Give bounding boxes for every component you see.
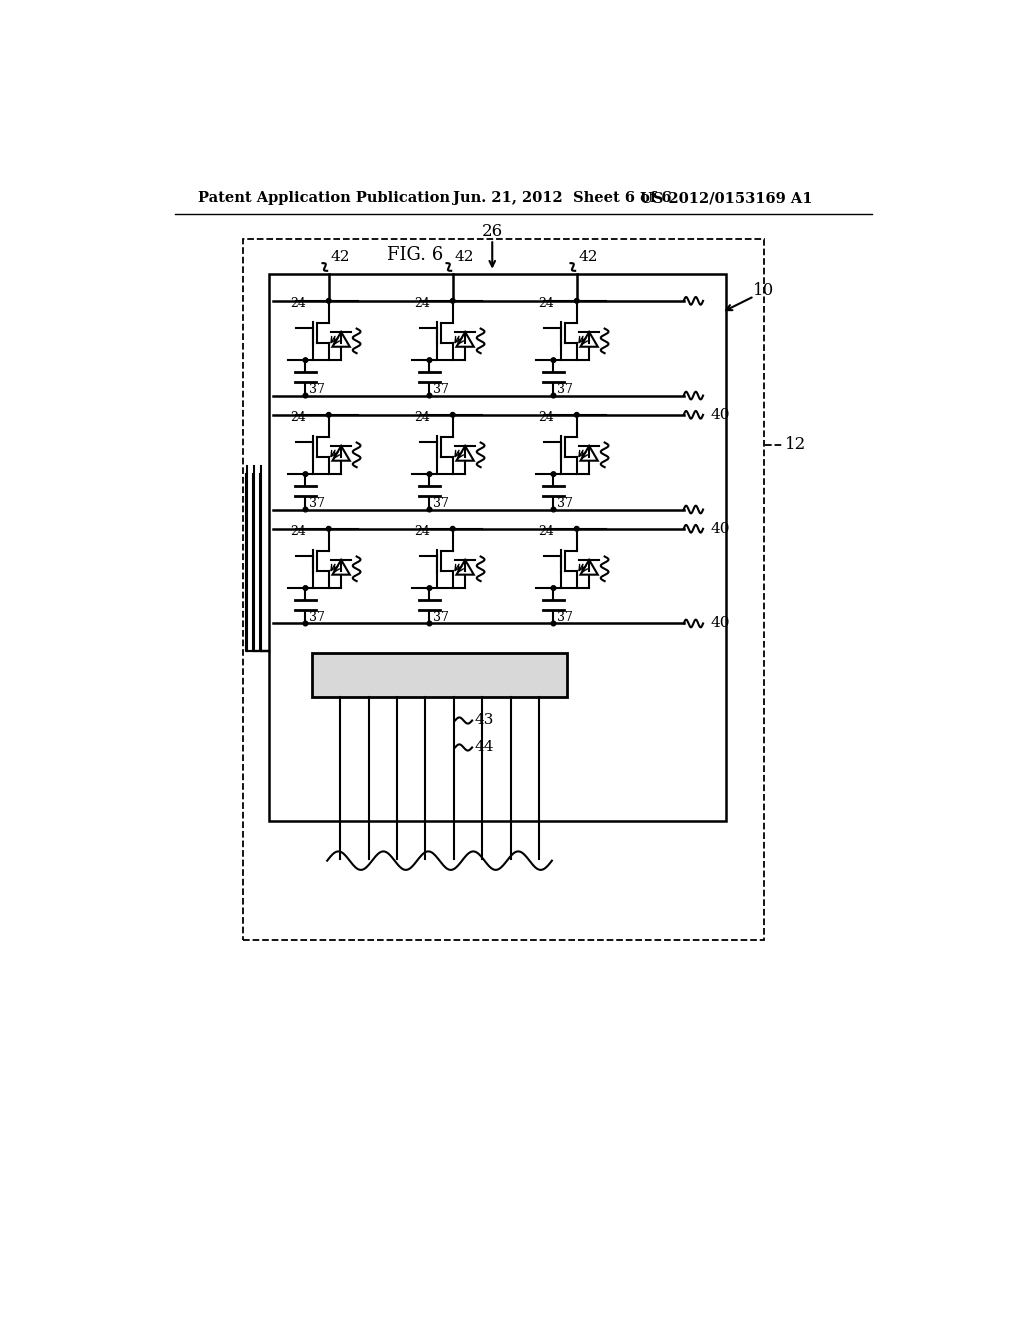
Text: 24: 24 bbox=[414, 411, 430, 424]
Circle shape bbox=[451, 527, 455, 531]
Text: 24: 24 bbox=[538, 524, 554, 537]
Text: Jun. 21, 2012  Sheet 6 of 6: Jun. 21, 2012 Sheet 6 of 6 bbox=[454, 191, 672, 206]
Circle shape bbox=[303, 358, 308, 363]
Bar bbox=[243, 239, 764, 940]
Text: 24: 24 bbox=[290, 411, 306, 424]
Circle shape bbox=[303, 393, 308, 397]
Text: US 2012/0153169 A1: US 2012/0153169 A1 bbox=[640, 191, 812, 206]
Text: 10: 10 bbox=[753, 282, 774, 300]
Text: 42: 42 bbox=[579, 249, 598, 264]
Circle shape bbox=[551, 471, 556, 477]
Circle shape bbox=[551, 358, 556, 363]
Text: 44: 44 bbox=[474, 741, 494, 755]
Text: 37: 37 bbox=[308, 611, 325, 624]
Circle shape bbox=[427, 507, 432, 512]
Circle shape bbox=[427, 471, 432, 477]
Text: 12: 12 bbox=[785, 437, 807, 453]
Circle shape bbox=[327, 413, 331, 417]
Text: 37: 37 bbox=[557, 496, 572, 510]
Text: 37: 37 bbox=[432, 611, 449, 624]
Circle shape bbox=[551, 586, 556, 590]
Circle shape bbox=[551, 622, 556, 626]
Circle shape bbox=[303, 586, 308, 590]
Circle shape bbox=[574, 413, 579, 417]
Text: 40: 40 bbox=[711, 616, 730, 631]
Text: 42: 42 bbox=[455, 249, 474, 264]
Text: 37: 37 bbox=[308, 383, 325, 396]
Text: 24: 24 bbox=[290, 297, 306, 310]
Text: 40: 40 bbox=[711, 408, 730, 422]
Circle shape bbox=[427, 393, 432, 397]
Text: FIG. 6: FIG. 6 bbox=[387, 246, 442, 264]
Text: Patent Application Publication: Patent Application Publication bbox=[198, 191, 450, 206]
Circle shape bbox=[574, 298, 579, 304]
Text: 24: 24 bbox=[290, 524, 306, 537]
Circle shape bbox=[303, 471, 308, 477]
Circle shape bbox=[427, 586, 432, 590]
Circle shape bbox=[551, 507, 556, 512]
Text: 24: 24 bbox=[414, 297, 430, 310]
Circle shape bbox=[327, 298, 331, 304]
Text: 42: 42 bbox=[331, 249, 350, 264]
Circle shape bbox=[451, 298, 455, 304]
Text: 40: 40 bbox=[711, 521, 730, 536]
Text: 37: 37 bbox=[308, 496, 325, 510]
Text: 26: 26 bbox=[481, 223, 503, 240]
Circle shape bbox=[574, 527, 579, 531]
Circle shape bbox=[551, 393, 556, 397]
Text: 37: 37 bbox=[432, 496, 449, 510]
Bar bbox=[311, 653, 567, 697]
Circle shape bbox=[427, 622, 432, 626]
Text: 24: 24 bbox=[538, 297, 554, 310]
Bar bbox=[269, 275, 726, 821]
Text: 24: 24 bbox=[538, 411, 554, 424]
Circle shape bbox=[427, 358, 432, 363]
Circle shape bbox=[451, 413, 455, 417]
Circle shape bbox=[327, 527, 331, 531]
Text: 24: 24 bbox=[414, 524, 430, 537]
Text: 37: 37 bbox=[432, 383, 449, 396]
Circle shape bbox=[303, 622, 308, 626]
Circle shape bbox=[303, 507, 308, 512]
Text: 37: 37 bbox=[557, 383, 572, 396]
Text: 43: 43 bbox=[474, 714, 494, 727]
Text: 37: 37 bbox=[557, 611, 572, 624]
